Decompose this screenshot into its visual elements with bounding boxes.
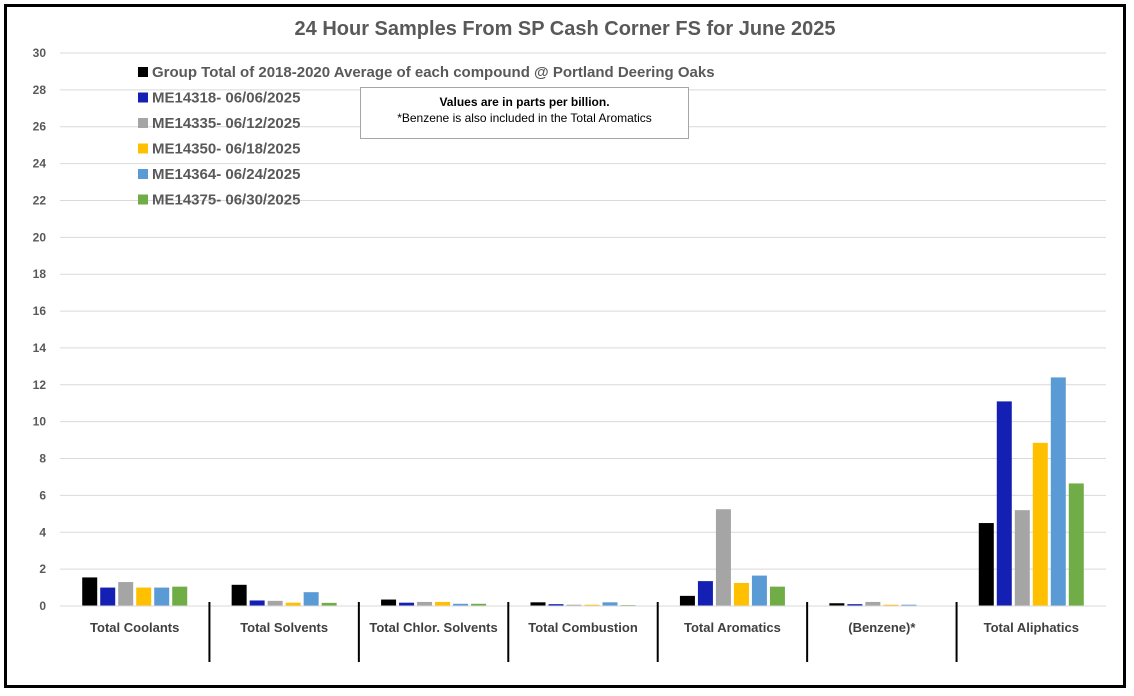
units-note-line2: *Benzene is also included in the Total A… <box>397 111 652 125</box>
bar <box>435 601 451 606</box>
y-tick-label: 4 <box>39 525 46 539</box>
legend-swatch <box>138 118 148 128</box>
y-tick-label: 26 <box>33 120 47 134</box>
y-tick-label: 16 <box>33 304 47 318</box>
y-tick-label: 12 <box>33 378 47 392</box>
category-label: Total Aliphatics <box>984 620 1079 635</box>
bar <box>978 523 994 606</box>
bar <box>1032 442 1048 606</box>
bar <box>996 401 1012 606</box>
bar <box>548 604 564 606</box>
bar <box>172 586 188 606</box>
bar <box>769 586 785 606</box>
bar <box>285 602 301 606</box>
bar <box>602 602 618 606</box>
bar <box>865 601 881 606</box>
bar <box>154 587 170 606</box>
legend-swatch <box>138 169 148 179</box>
bar <box>136 587 152 606</box>
y-tick-label: 10 <box>33 415 47 429</box>
y-tick-label: 30 <box>33 46 47 60</box>
units-note: Values are in parts per billion. *Benzen… <box>360 87 689 139</box>
bar <box>453 603 469 606</box>
units-note-line1: Values are in parts per billion. <box>439 95 610 109</box>
legend-swatch <box>138 67 148 77</box>
bar <box>399 602 415 606</box>
y-tick-label: 18 <box>33 267 47 281</box>
bar <box>901 604 917 606</box>
bar <box>1050 377 1066 606</box>
legend-entry: ME14375- 06/30/2025 <box>152 192 300 209</box>
chart-title: 24 Hour Samples From SP Cash Corner FS f… <box>295 18 836 40</box>
bar <box>530 602 546 606</box>
y-tick-label: 22 <box>33 193 47 207</box>
bars <box>82 377 1084 606</box>
legend-entry: ME14335- 06/12/2025 <box>152 115 300 132</box>
bar <box>471 603 487 606</box>
y-tick-label: 14 <box>33 341 47 355</box>
bar <box>733 582 749 606</box>
y-tick-label: 8 <box>39 452 46 466</box>
bar <box>829 603 845 606</box>
legend-swatch <box>138 143 148 154</box>
bar <box>566 604 582 606</box>
bar <box>1068 483 1084 606</box>
bar <box>321 602 337 606</box>
bar <box>381 599 397 606</box>
bar <box>417 601 433 606</box>
legend-swatch <box>138 194 148 205</box>
legend-entry: Group Total of 2018-2020 Average of each… <box>152 64 715 81</box>
y-tick-label: 20 <box>33 230 47 244</box>
legend-swatch <box>138 92 148 103</box>
bar <box>249 600 265 606</box>
y-tick-label: 28 <box>33 83 47 97</box>
gridlines <box>60 52 1106 570</box>
bar <box>847 604 863 606</box>
bar <box>231 584 247 606</box>
bar <box>118 582 134 606</box>
category-label: Total Combustion <box>528 620 638 635</box>
category-label: Total Coolants <box>90 620 179 635</box>
y-tick-label: 6 <box>39 488 46 502</box>
legend: Group Total of 2018-2020 Average of each… <box>138 64 715 209</box>
category-label: Total Aromatics <box>684 620 781 635</box>
bar <box>584 604 600 606</box>
bar <box>100 587 116 606</box>
bar <box>697 581 713 606</box>
bar <box>82 577 98 606</box>
bar <box>715 509 731 606</box>
y-tick-label: 24 <box>33 157 47 171</box>
category-label: Total Chlor. Solvents <box>369 620 497 635</box>
legend-entry: ME14364- 06/24/2025 <box>152 166 300 183</box>
y-tick-label: 0 <box>39 599 46 613</box>
bar <box>679 595 695 606</box>
legend-entry: ME14350- 06/18/2025 <box>152 141 300 158</box>
bar <box>883 604 899 606</box>
y-tick-label: 2 <box>39 562 46 576</box>
bar <box>751 575 767 606</box>
category-label: (Benzene)* <box>848 620 916 635</box>
bar <box>1014 510 1030 606</box>
legend-entry: ME14318- 06/06/2025 <box>152 90 300 107</box>
bar <box>267 600 283 606</box>
category-label: Total Solvents <box>240 620 328 635</box>
x-axis: Total Coolants Total Solvents Total Chlor.… <box>60 602 1106 662</box>
bar <box>303 592 319 606</box>
